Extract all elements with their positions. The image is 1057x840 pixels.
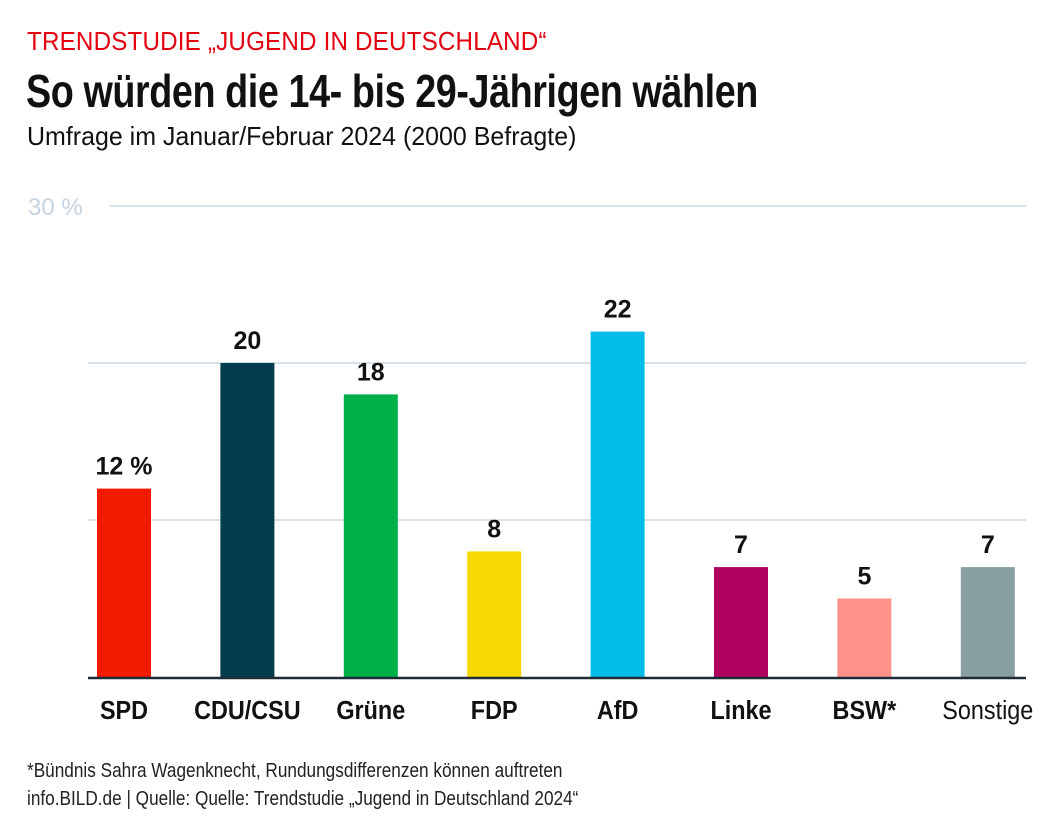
footnote: *Bündnis Sahra Wagenknecht, Rundungsdiff…	[27, 760, 563, 782]
value-label: 22	[604, 296, 632, 324]
x-tick-label: Grüne	[336, 697, 405, 725]
bar-bsw[interactable]	[837, 598, 892, 678]
bar-linke[interactable]	[714, 567, 768, 677]
bar-afd[interactable]	[590, 331, 645, 677]
value-label: 12 %	[96, 453, 153, 481]
source-note: info.BILD.de | Quelle: Quelle: Trendstud…	[27, 788, 579, 810]
value-label: 7	[734, 531, 748, 559]
x-tick-label: Linke	[710, 697, 771, 725]
bar-cdu-csu[interactable]	[220, 363, 275, 677]
chart-subtitle: Umfrage im Januar/Februar 2024 (2000 Bef…	[27, 121, 577, 151]
bar-sonstige[interactable]	[960, 567, 1015, 677]
x-tick-label: AfD	[597, 697, 639, 725]
bar-gr-ne[interactable]	[343, 394, 398, 677]
chart-title: So würden die 14- bis 29-Jährigen wählen	[26, 65, 758, 117]
bar-spd[interactable]	[97, 488, 151, 677]
x-tick-label: CDU/CSU	[194, 697, 301, 725]
x-tick-label: BSW*	[833, 697, 897, 725]
value-label: 8	[487, 515, 501, 543]
value-label: 5	[857, 563, 871, 591]
value-label: 7	[981, 531, 995, 559]
value-label: 20	[233, 327, 261, 355]
x-tick-label: FDP	[471, 697, 518, 725]
bar-fdp[interactable]	[467, 551, 522, 677]
x-tick-label: SPD	[100, 697, 148, 725]
x-tick-label: Sonstige	[942, 697, 1033, 725]
value-label: 18	[357, 358, 385, 386]
y-tick-label: 30 %	[28, 194, 83, 221]
chart-kicker: TRENDSTUDIE „JUGEND IN DEUTSCHLAND“	[27, 26, 547, 56]
